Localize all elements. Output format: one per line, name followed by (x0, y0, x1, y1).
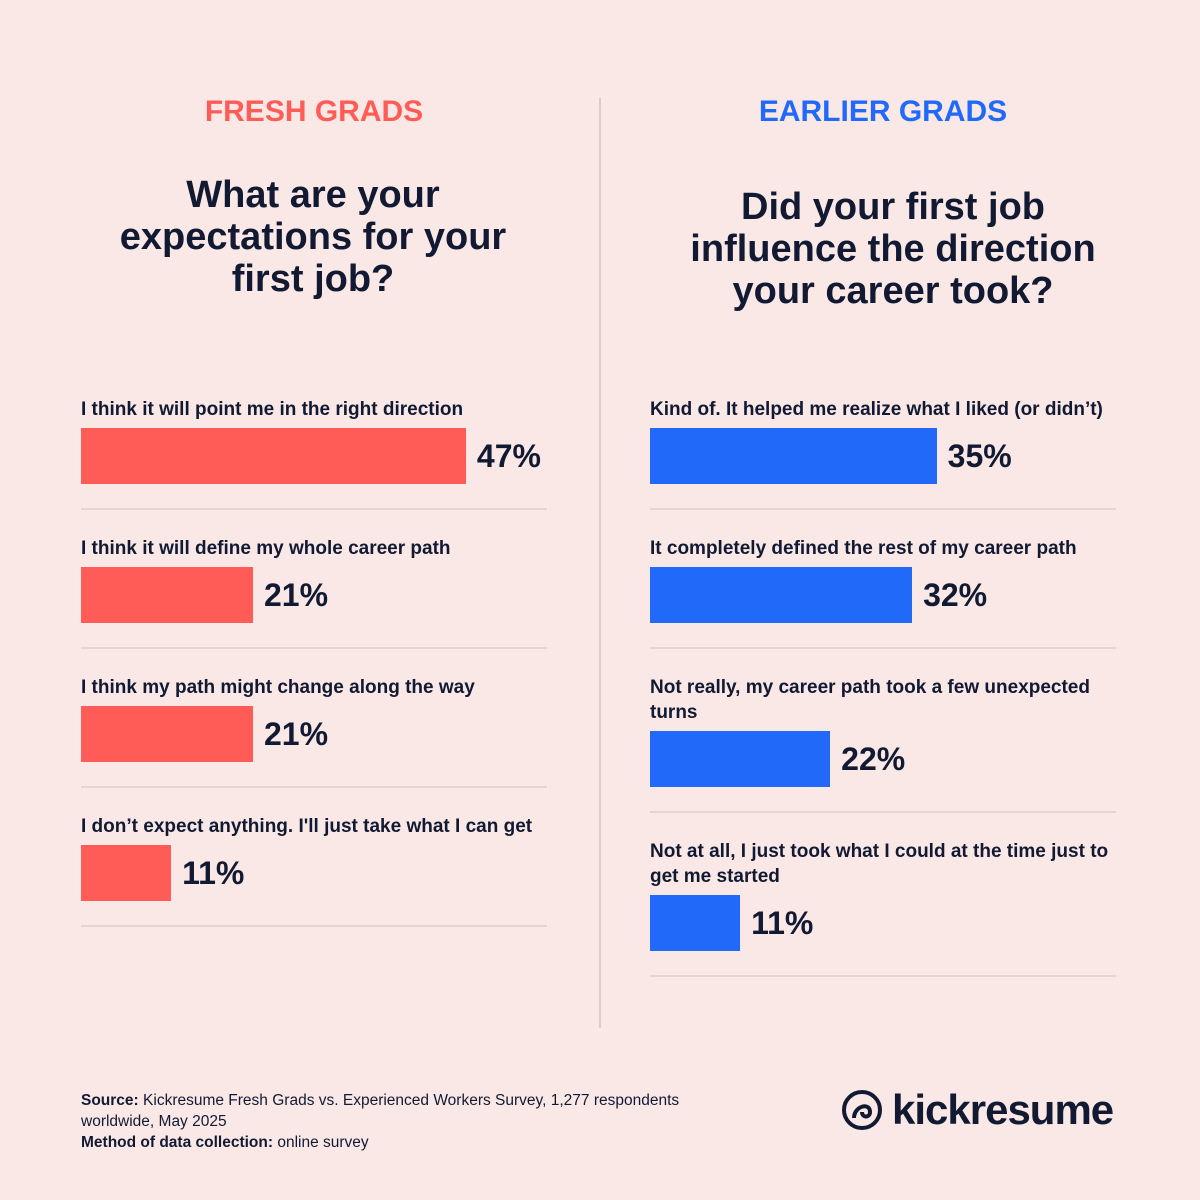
category-label: Not really, my career path took a few un… (650, 677, 1090, 723)
bar (81, 567, 253, 623)
bar-row: 47% (81, 428, 547, 484)
bar-item: Not at all, I just took what I could at … (650, 839, 1116, 977)
bar (650, 895, 741, 951)
value-label: 21% (263, 576, 329, 613)
category-label: I think my path might change along the w… (81, 677, 475, 698)
bar-row: 22% (650, 731, 1116, 787)
bar (81, 845, 172, 901)
value-label: 35% (947, 437, 1012, 474)
bar-item: Kind of. It helped me realize what I lik… (650, 397, 1116, 510)
method-text: online survey (277, 1134, 369, 1151)
bar-row: 21% (81, 706, 547, 762)
chart-header: FRESH GRADS (204, 95, 424, 128)
category-label: Not at all, I just took what I could at … (650, 841, 1109, 887)
value-label: 21% (263, 715, 329, 752)
logo: kickresume (840, 1086, 1114, 1134)
bar-item: I think it will define my whole career p… (81, 536, 547, 649)
category-label: I think it will point me in the right di… (81, 399, 464, 420)
category-label: It completely defined the rest of my car… (650, 538, 1077, 559)
bar (650, 731, 831, 787)
value-label: 11% (182, 854, 245, 891)
bar-row: 35% (650, 428, 1116, 484)
value-label: 32% (923, 576, 988, 613)
value-label: 11% (751, 904, 814, 941)
bar-row: 32% (650, 567, 1116, 623)
bar-item: Not really, my career path took a few un… (650, 675, 1116, 813)
category-label: I don’t expect anything. I'll just take … (81, 816, 533, 837)
category-label: I think it will define my whole career p… (81, 538, 451, 559)
logo-text: kickresume (892, 1086, 1114, 1133)
bar-row: 11% (650, 895, 1116, 951)
source-label: Source: (81, 1092, 139, 1109)
chart-title: What are your expectations for your firs… (119, 174, 507, 300)
source-text: Kickresume Fresh Grads vs. Experienced W… (81, 1092, 680, 1130)
chart-header: EARLIER GRADS (758, 95, 1008, 128)
bar (81, 706, 253, 762)
value-label: 47% (476, 437, 541, 474)
bar-row: 11% (81, 845, 547, 901)
bar-row: 21% (81, 567, 547, 623)
bar-list: Kind of. It helped me realize what I lik… (650, 397, 1116, 1003)
method-label: Method of data collection: (81, 1134, 274, 1151)
footer: Source: Kickresume Fresh Grads vs. Exper… (81, 1090, 741, 1153)
bar-item: I don’t expect anything. I'll just take … (81, 814, 547, 927)
logo-icon (842, 1090, 882, 1130)
chart-title: Did your first job influence the directi… (690, 186, 1096, 312)
bar (650, 428, 937, 484)
divider (599, 98, 601, 1028)
value-label: 22% (841, 740, 906, 777)
bar (650, 567, 913, 623)
category-label: Kind of. It helped me realize what I lik… (650, 399, 1103, 420)
bar-list: I think it will point me in the right di… (81, 397, 547, 953)
bar (81, 428, 466, 484)
bar-item: I think my path might change along the w… (81, 675, 547, 788)
bar-item: I think it will point me in the right di… (81, 397, 547, 510)
bar-item: It completely defined the rest of my car… (650, 536, 1116, 649)
